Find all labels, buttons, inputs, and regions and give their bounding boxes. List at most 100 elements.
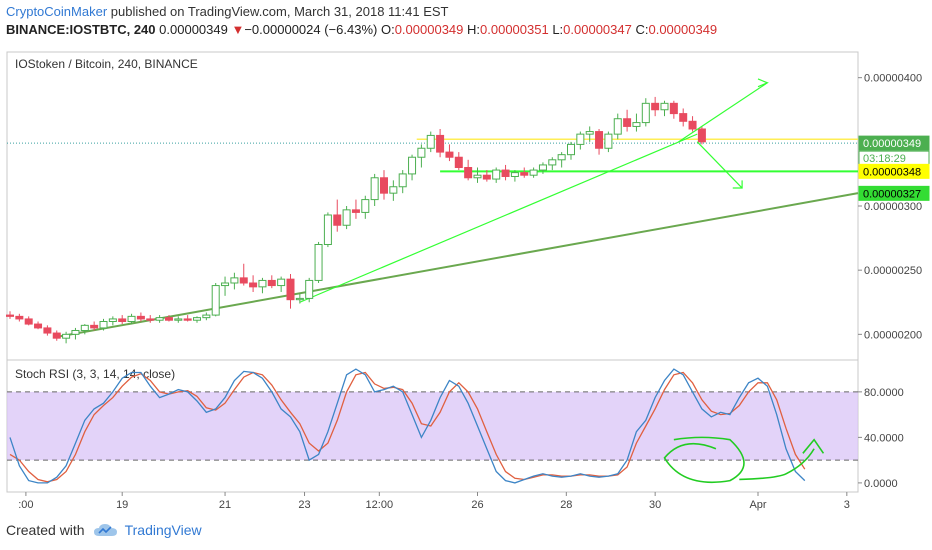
candle [454, 156, 463, 168]
trendline-price-label: 0.00000327 [863, 188, 921, 200]
price-y-tick-label: 0.00000300 [864, 201, 922, 213]
candle [651, 102, 660, 111]
stoch-band [7, 391, 858, 461]
candle [389, 186, 398, 194]
low-label: L: [552, 22, 564, 37]
candle [295, 297, 304, 301]
author-link[interactable]: CryptoCoinMaker [6, 4, 108, 19]
x-tick-label: 30 [649, 499, 661, 511]
candle [520, 172, 529, 176]
candle [417, 147, 426, 158]
open-value: 0.00000349 [394, 22, 464, 37]
plot-frame [6, 51, 859, 493]
low-value: 0.00000347 [563, 22, 632, 37]
x-tick-label: 3 [844, 499, 850, 511]
candle [230, 277, 239, 284]
candle [202, 314, 211, 319]
candle [510, 172, 519, 177]
stoch-y-tick-label: 0.0000 [864, 478, 898, 490]
candle [277, 278, 286, 287]
up-projection-arrow [678, 82, 768, 143]
candle [80, 324, 89, 331]
candle [623, 118, 632, 127]
hand-drawn-up-curve [739, 448, 815, 481]
candle [585, 131, 594, 135]
tradingview-link[interactable]: TradingView [124, 522, 202, 538]
candle [333, 214, 342, 226]
candle [660, 102, 669, 111]
candle [6, 314, 14, 317]
candle [127, 315, 136, 323]
candle [576, 133, 585, 145]
countdown-label: 03:18:29 [863, 153, 906, 165]
candle [408, 156, 417, 175]
candle [258, 279, 267, 288]
candle [538, 164, 547, 171]
x-tick-label: 26 [471, 499, 483, 511]
candle [557, 154, 566, 161]
x-tick-label: 12:00 [366, 499, 394, 511]
ohlc-info: BINANCE:IOSTBTC, 240 0.00000349 ▼−0.0000… [6, 22, 717, 37]
down-projection-arrow [696, 141, 743, 189]
candle [15, 315, 24, 320]
candle [211, 285, 220, 316]
candle [62, 333, 71, 339]
candle [90, 324, 99, 329]
candle [342, 209, 351, 226]
candle [529, 169, 538, 176]
price-y-tick-label: 0.00000250 [864, 265, 922, 277]
candle [183, 318, 192, 321]
tradingview-cloud-icon [93, 524, 117, 536]
candle [24, 318, 33, 325]
x-tick-label: 28 [560, 499, 572, 511]
stoch-y-tick-label: 80.0000 [864, 387, 904, 399]
footer: Created with TradingView [6, 522, 202, 538]
current-price-label-bg [858, 135, 930, 151]
candle [426, 134, 435, 149]
candle [398, 173, 407, 188]
down-arrow-head [732, 180, 743, 189]
long-trendline [56, 192, 859, 338]
candle [118, 318, 127, 322]
candle [604, 133, 613, 149]
candle [155, 317, 164, 321]
last-price: 0.00000349 [159, 22, 228, 37]
candle [688, 120, 697, 130]
price-chart-svg[interactable]: 0.00000200 0.00000250 0.00000300 0.00000400… [0, 42, 932, 520]
price-y-tick-label: 0.00000200 [864, 329, 922, 341]
candle [669, 102, 678, 115]
chart-area[interactable]: 0.00000200 0.00000250 0.00000300 0.00000400… [0, 42, 932, 520]
price-change: −0.00000024 (−6.43%) [244, 22, 378, 37]
candle [548, 159, 557, 166]
close-label: C: [635, 22, 649, 37]
candle [267, 279, 276, 287]
candle [108, 318, 117, 322]
candle [380, 177, 388, 194]
candle [473, 174, 482, 179]
x-tick-label: 21 [219, 499, 231, 511]
candle [146, 318, 155, 321]
close-value: 0.00000349 [648, 22, 718, 37]
candle [286, 278, 295, 301]
candle [221, 282, 230, 287]
down-arrow-icon: ▼ [231, 22, 245, 37]
candle [52, 332, 61, 339]
x-tick-label: 23 [298, 499, 310, 511]
candle [351, 209, 360, 213]
candle [239, 277, 248, 284]
candle [613, 118, 622, 135]
candle [501, 169, 510, 177]
open-label: O: [380, 22, 395, 37]
short-trendline [299, 133, 698, 303]
x-tick-label: Apr [749, 499, 766, 511]
x-tick-label: 19 [116, 499, 128, 511]
stoch-k-line [9, 368, 806, 484]
high-label: H: [467, 22, 481, 37]
candle [174, 318, 183, 321]
up-arrow-head [757, 78, 769, 88]
candle [99, 321, 108, 329]
candle [193, 317, 201, 321]
candle [567, 143, 575, 156]
publish-info: CryptoCoinMaker published on TradingView… [6, 4, 449, 19]
candle [314, 244, 323, 281]
